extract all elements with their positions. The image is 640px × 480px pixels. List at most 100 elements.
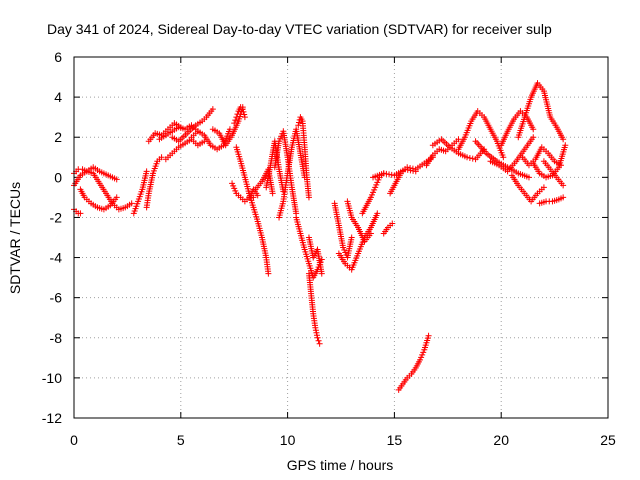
trail-point — [396, 172, 403, 179]
trail-point — [386, 171, 393, 178]
tick-labels: 0 5 10 15 20 25 -12 -10 -8 -6 -4 -2 0 2 4 6 — [42, 49, 616, 448]
x-tick-label: 0 — [70, 432, 78, 448]
trail-point — [529, 124, 536, 131]
trail-point — [275, 140, 282, 147]
trail-point — [113, 204, 120, 211]
series-arc-29 — [380, 220, 396, 237]
trail-point — [558, 180, 565, 187]
y-tick-label: 4 — [54, 89, 62, 105]
y-tick-label: -8 — [50, 330, 63, 346]
trail-point — [258, 232, 265, 239]
trail-point — [538, 186, 545, 193]
trail-point — [493, 161, 500, 168]
trail-point — [312, 322, 319, 329]
series-arc-07 — [145, 120, 184, 145]
trail-point — [241, 111, 248, 118]
trail-point — [186, 137, 193, 144]
trail-point — [418, 354, 425, 361]
series-arc-14 — [233, 144, 257, 201]
trail-point — [277, 135, 284, 142]
trail-point — [523, 173, 530, 180]
series-arc-41 — [519, 144, 565, 169]
trail-point — [95, 178, 102, 185]
series-arc-13 — [231, 104, 248, 127]
trail-point — [253, 216, 260, 223]
trail-point — [340, 258, 347, 265]
y-tick-label: 2 — [54, 129, 62, 145]
trail-point — [460, 136, 467, 143]
trail-point — [545, 164, 552, 171]
trail-point — [420, 349, 427, 356]
series-arc-39 — [508, 172, 547, 205]
trail-point — [279, 200, 286, 207]
y-tick-label: -12 — [42, 410, 62, 426]
trail-point — [520, 116, 527, 123]
trail-point — [407, 164, 414, 171]
trail-point — [428, 154, 435, 161]
trail-point — [98, 205, 105, 212]
data-point — [314, 334, 321, 341]
trail-point — [94, 166, 101, 173]
trail-point — [296, 228, 303, 235]
trail-point — [434, 148, 441, 155]
trail-point — [234, 111, 241, 118]
trail-point — [214, 128, 221, 135]
trail-point — [466, 154, 473, 161]
x-tick-label: 10 — [280, 432, 296, 448]
trail-point — [469, 155, 476, 162]
trail-point — [543, 148, 550, 155]
trail-point — [244, 196, 251, 203]
trail-point — [406, 372, 413, 379]
trail-point — [232, 117, 239, 124]
trail-point — [461, 153, 468, 160]
trail-point — [191, 123, 198, 130]
trail-point — [103, 171, 110, 178]
trail-point — [511, 160, 518, 167]
trail-point — [553, 197, 560, 204]
trail-point — [492, 136, 499, 143]
trail-point — [149, 172, 156, 179]
trail-point — [362, 204, 369, 211]
series-arc-35 — [455, 108, 507, 161]
trail-point — [486, 124, 493, 131]
trail-point — [230, 182, 237, 189]
trail-point — [549, 156, 556, 163]
trail-point — [206, 140, 213, 147]
trail-point — [440, 147, 447, 154]
data-point — [241, 114, 248, 121]
trail-point — [509, 118, 516, 125]
trail-point — [199, 139, 206, 146]
data-point — [316, 340, 323, 347]
trail-point — [173, 146, 180, 153]
trail-point — [402, 376, 409, 383]
data-series — [71, 80, 569, 393]
trail-point — [467, 120, 474, 127]
trail-point — [145, 192, 152, 199]
trail-point — [138, 188, 145, 195]
trail-point — [411, 366, 418, 373]
trail-point — [374, 179, 381, 186]
series-arc-10 — [169, 106, 216, 145]
series-arc-17 — [252, 166, 276, 197]
trail-point — [513, 169, 520, 176]
trail-point — [182, 131, 189, 138]
trail-point — [309, 308, 316, 315]
trail-point — [85, 198, 92, 205]
trail-point — [547, 172, 554, 179]
series-arc-04 — [77, 186, 120, 213]
trail-point — [236, 106, 243, 113]
trail-point — [257, 180, 264, 187]
series-arc-43 — [536, 194, 567, 207]
trail-point — [539, 86, 546, 93]
trail-point — [169, 122, 176, 129]
trail-point — [373, 181, 380, 188]
trail-point — [101, 188, 108, 195]
trail-point — [134, 200, 141, 207]
data-point — [231, 120, 238, 127]
trail-point — [354, 252, 361, 259]
trail-point — [236, 155, 243, 162]
trail-point — [514, 180, 521, 187]
trail-point — [292, 208, 299, 215]
trail-point — [453, 138, 460, 145]
